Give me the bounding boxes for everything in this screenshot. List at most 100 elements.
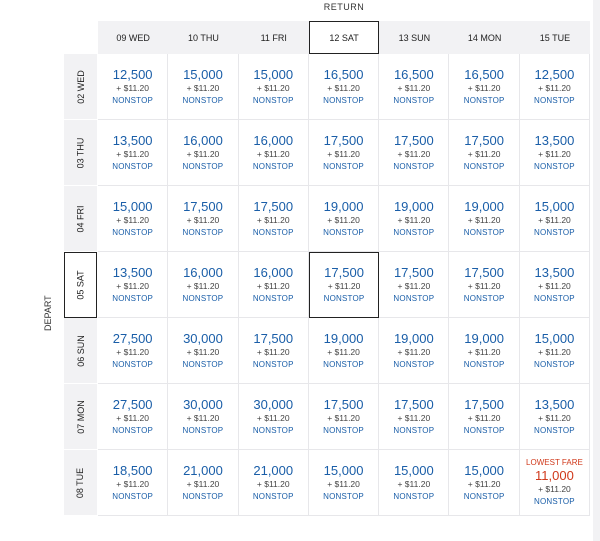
fare-cell[interactable]: 15,000 + $11.20 NONSTOP — [168, 54, 239, 120]
fare-cell[interactable]: 16,000 + $11.20 NONSTOP — [238, 120, 309, 186]
fare-cell[interactable]: 17,500 + $11.20 NONSTOP — [238, 186, 309, 252]
depart-date-03-thu[interactable]: 03 THU — [64, 120, 97, 186]
fare-stops: NONSTOP — [252, 227, 294, 237]
return-date-11-fri[interactable]: 11 FRI — [260, 32, 287, 43]
depart-date-label: 06 SUN — [75, 334, 86, 367]
fare-miles: 16,500 — [464, 66, 505, 82]
fare-stops: NONSTOP — [393, 293, 435, 303]
fare-miles: 15,000 — [253, 66, 294, 82]
fare-cell[interactable]: 30,000 + $11.20 NONSTOP — [168, 318, 239, 384]
fare-fee: + $11.20 — [256, 214, 290, 225]
return-date-12-sat[interactable]: 12 SAT — [308, 21, 380, 54]
fare-miles: 16,500 — [393, 66, 434, 82]
depart-date-05-sat[interactable]: 05 SAT — [64, 252, 97, 318]
fare-cell[interactable]: 13,500 + $11.20 NONSTOP — [519, 120, 591, 186]
fare-fee: + $11.20 — [116, 148, 149, 159]
fare-cell[interactable]: 15,000 + $11.20 NONSTOP — [519, 318, 591, 384]
fare-stops: NONSTOP — [252, 293, 294, 303]
fare-cell[interactable]: LOWEST FARE 11,000 + $11.20 NONSTOP — [519, 450, 591, 516]
fare-cell[interactable]: 13,500 + $11.20 NONSTOP — [98, 252, 169, 318]
fare-cell[interactable]: 15,000 + $11.20 NONSTOP — [449, 450, 520, 516]
fare-fee: + $11.20 — [186, 280, 220, 291]
depart-date-04-fri[interactable]: 04 FRI — [64, 186, 97, 252]
fare-miles: 17,500 — [183, 198, 223, 214]
fare-cell[interactable]: 17,500 + $11.20 NONSTOP — [379, 384, 450, 450]
fare-stops: NONSTOP — [534, 161, 575, 171]
depart-date-06-sun[interactable]: 06 SUN — [64, 318, 97, 384]
fare-cell[interactable]: 17,500 + $11.20 NONSTOP — [168, 186, 239, 252]
depart-date-header: 02 WED 03 THU 04 FRI 05 SAT 06 SUN 07 MON 08 T… — [64, 54, 97, 516]
fare-cell[interactable]: 15,000 + $11.20 NONSTOP — [308, 450, 380, 516]
fare-cell[interactable]: 15,000 + $11.20 NONSTOP — [519, 186, 591, 252]
fare-stops: NONSTOP — [463, 161, 505, 171]
fare-miles: 13,500 — [112, 264, 153, 280]
fare-cell[interactable]: 18,500 + $11.20 NONSTOP — [98, 450, 169, 516]
fare-cell[interactable]: 12,500 + $11.20 NONSTOP — [519, 54, 591, 120]
fare-stops: NONSTOP — [182, 293, 224, 303]
fare-cell[interactable]: 19,000 + $11.20 NONSTOP — [449, 186, 520, 252]
return-date-14-mon[interactable]: 14 MON — [467, 32, 502, 43]
return-date-15-tue[interactable]: 15 TUE — [539, 32, 571, 43]
depart-date-07-mon[interactable]: 07 MON — [64, 384, 97, 450]
depart-axis-label: DEPART — [43, 295, 53, 331]
depart-date-02-wed[interactable]: 02 WED — [64, 54, 97, 120]
fare-cell[interactable]: 17,500 + $11.20 NONSTOP — [308, 120, 380, 186]
fare-cell[interactable]: 30,000 + $11.20 NONSTOP — [238, 384, 309, 450]
fare-cell[interactable]: 17,500 + $11.20 NONSTOP — [308, 252, 380, 318]
fare-miles: 30,000 — [253, 396, 294, 412]
fare-cell[interactable]: 17,500 + $11.20 NONSTOP — [308, 384, 380, 450]
fare-cell[interactable]: 16,000 + $11.20 NONSTOP — [168, 252, 239, 318]
fare-cell[interactable]: 15,000 + $11.20 NONSTOP — [379, 450, 450, 516]
fare-cell[interactable]: 16,500 + $11.20 NONSTOP — [379, 54, 450, 120]
fare-cell[interactable]: 17,500 + $11.20 NONSTOP — [449, 120, 520, 186]
fare-cell[interactable]: 21,000 + $11.20 NONSTOP — [238, 450, 309, 516]
fare-cell[interactable]: 12,500 + $11.20 NONSTOP — [98, 54, 169, 120]
fare-cell[interactable]: 19,000 + $11.20 NONSTOP — [308, 186, 380, 252]
fare-cell[interactable]: 15,000 + $11.20 NONSTOP — [98, 186, 169, 252]
fare-cell[interactable]: 13,500 + $11.20 NONSTOP — [519, 252, 591, 318]
fare-fee: + $11.20 — [256, 280, 290, 291]
fare-fee: + $11.20 — [538, 148, 571, 159]
fare-fee: + $11.20 — [186, 346, 220, 357]
fare-cell[interactable]: 30,000 + $11.20 NONSTOP — [168, 384, 239, 450]
return-date-09-wed[interactable]: 09 WED — [116, 32, 150, 43]
fare-miles: 17,500 — [393, 264, 434, 280]
fare-cell[interactable]: 27,500 + $11.20 NONSTOP — [98, 384, 169, 450]
fare-cell[interactable]: 19,000 + $11.20 NONSTOP — [449, 318, 520, 384]
depart-date-08-tue[interactable]: 08 TUE — [64, 450, 97, 516]
fare-miles: 12,500 — [534, 66, 575, 82]
fare-cell[interactable]: 27,500 + $11.20 NONSTOP — [98, 318, 169, 384]
fare-cell[interactable]: 17,500 + $11.20 NONSTOP — [449, 252, 520, 318]
fare-cell[interactable]: 19,000 + $11.20 NONSTOP — [379, 318, 450, 384]
fare-cell[interactable]: 17,500 + $11.20 NONSTOP — [238, 318, 309, 384]
fare-stops: NONSTOP — [323, 359, 364, 369]
fare-cell[interactable]: 13,500 + $11.20 NONSTOP — [519, 384, 591, 450]
fare-miles: 13,500 — [534, 264, 575, 280]
fare-stops: NONSTOP — [182, 359, 224, 369]
fare-fee: + $11.20 — [397, 346, 431, 357]
depart-date-label: 03 THU — [75, 137, 86, 168]
fare-cell[interactable]: 19,000 + $11.20 NONSTOP — [379, 186, 450, 252]
fare-cell[interactable]: 19,000 + $11.20 NONSTOP — [308, 318, 380, 384]
fare-fee: + $11.20 — [186, 412, 220, 423]
fare-cell[interactable]: 13,500 + $11.20 NONSTOP — [98, 120, 169, 186]
fare-cell[interactable]: 16,000 + $11.20 NONSTOP — [238, 252, 309, 318]
fare-stops: NONSTOP — [252, 425, 294, 435]
return-date-13-sun[interactable]: 13 SUN — [398, 32, 431, 43]
fare-fee: + $11.20 — [467, 82, 501, 93]
fare-cell[interactable]: 17,500 + $11.20 NONSTOP — [449, 384, 520, 450]
fare-cell[interactable]: 21,000 + $11.20 NONSTOP — [168, 450, 239, 516]
fare-cell[interactable]: 15,000 + $11.20 NONSTOP — [238, 54, 309, 120]
fare-cell[interactable]: 17,500 + $11.20 NONSTOP — [379, 120, 450, 186]
fare-cell[interactable]: 16,000 + $11.20 NONSTOP — [168, 120, 239, 186]
fare-cell[interactable]: 17,500 + $11.20 NONSTOP — [379, 252, 450, 318]
fare-stops: NONSTOP — [393, 95, 435, 105]
fare-miles: 30,000 — [183, 330, 223, 346]
fare-fee: + $11.20 — [116, 214, 149, 225]
fare-fee: + $11.20 — [116, 478, 149, 489]
fare-cell[interactable]: 16,500 + $11.20 NONSTOP — [308, 54, 380, 120]
fare-cell[interactable]: 16,500 + $11.20 NONSTOP — [449, 54, 520, 120]
return-date-10-thu[interactable]: 10 THU — [188, 32, 219, 43]
fare-stops: NONSTOP — [534, 293, 575, 303]
fare-fee: + $11.20 — [327, 478, 360, 489]
